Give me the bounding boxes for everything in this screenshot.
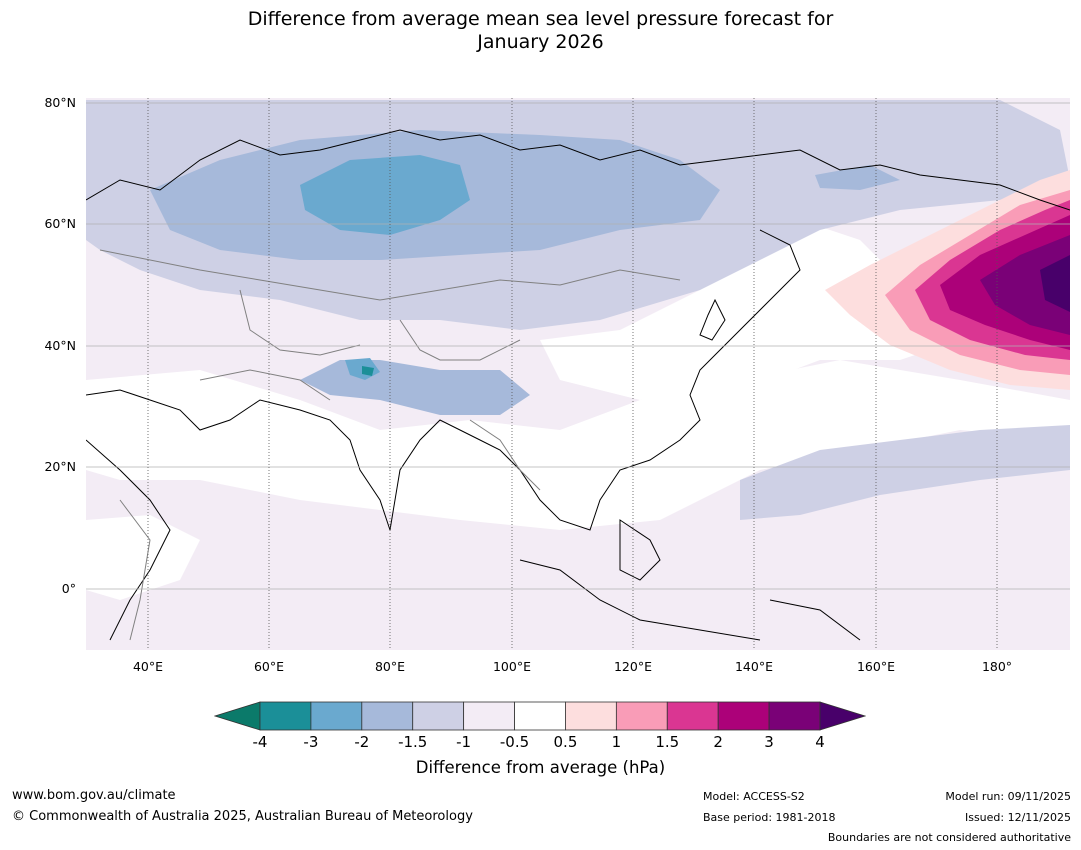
anomaly-band-near-normal-east <box>540 220 960 400</box>
country-borders <box>99 249 681 641</box>
coastlines <box>86 129 1070 641</box>
lat-label-40n: 40°N <box>44 338 76 353</box>
lon-label-60e: 60°E <box>253 659 285 674</box>
colorbar-tick-label: -0.5 <box>499 733 530 751</box>
lon-label-40e: 40°E <box>132 659 164 674</box>
anomaly-band-plus-4 <box>1040 255 1070 312</box>
colorbar-swatch <box>310 701 363 731</box>
colorbar-swatch <box>259 701 312 731</box>
lon-label-100e: 100°E <box>492 659 531 674</box>
colorbar-swatch <box>514 701 566 731</box>
colorbar-swatch <box>463 701 515 731</box>
anomaly-band-minus-1.5-east <box>815 165 900 190</box>
anomaly-band-minus-3-tibet <box>362 366 374 376</box>
colorbar-swatch <box>565 701 617 731</box>
lat-label-80n: 80°N <box>44 95 76 110</box>
colorbar-swatch <box>361 701 414 731</box>
map-title-line1: Difference from average mean sea level p… <box>247 8 834 30</box>
colorbar-swatch <box>666 701 719 731</box>
colorbar-tick-label: 4 <box>815 733 825 751</box>
colorbar-tick-label: 1 <box>611 733 622 751</box>
footer-disclaimer: Boundaries are not considered authoritat… <box>827 831 1071 844</box>
anomaly-band-plus-3 <box>980 235 1070 335</box>
map-title: Difference from average mean sea level p… <box>0 8 1081 54</box>
footer-model: Model: ACCESS-S2 <box>703 790 805 803</box>
colorbar-tick-label: 2 <box>713 733 723 751</box>
footer-base-period: Base period: 1981-2018 <box>703 811 836 824</box>
pressure-anomaly-map <box>86 98 1070 650</box>
footer-issued: Issued: 12/11/2025 <box>964 811 1071 824</box>
latitude-gridlines <box>86 102 1070 590</box>
colorbar-tick-label: -2 <box>354 733 370 751</box>
map-area: 80°N 60°N 40°N 20°N 0° 40°E 60°E 80°E 10… <box>44 95 1070 674</box>
lat-label-20n: 20°N <box>44 459 76 474</box>
footer-url[interactable]: www.bom.gov.au/climate <box>12 788 176 803</box>
lon-label-120e: 120°E <box>613 659 652 674</box>
colorbar-tick-label: 1.5 <box>655 733 680 751</box>
colorbar-tick-label: 3 <box>764 733 774 751</box>
colorbar-tick-label: 0.5 <box>553 733 578 751</box>
lon-label-80e: 80°E <box>374 659 406 674</box>
colorbar-tick-label: -1 <box>456 733 472 751</box>
anomaly-band-minus-2-core <box>300 155 470 235</box>
lat-label-0: 0° <box>61 581 76 596</box>
footer-model-run: Model run: 09/11/2025 <box>945 790 1071 803</box>
colorbar-tick-label: -4 <box>252 733 268 751</box>
colorbar-swatch <box>768 701 821 731</box>
footer-copyright: © Commonwealth of Australia 2025, Austra… <box>12 809 473 824</box>
longitude-gridlines <box>147 98 998 650</box>
colorbar-extend-low <box>214 701 261 731</box>
lon-label-140e: 140°E <box>734 659 773 674</box>
lat-label-60n: 60°N <box>44 216 76 231</box>
colorbar-swatch <box>717 701 770 731</box>
lon-label-160e: 160°E <box>856 659 895 674</box>
lon-label-180: 180° <box>981 659 1013 674</box>
colorbar-swatch <box>615 701 668 731</box>
colorbar-swatch <box>412 701 465 731</box>
anomaly-band-minus-1-pacific <box>740 425 1070 520</box>
colorbar-tick-label: -1.5 <box>398 733 428 751</box>
anomaly-band-near-normal-africa <box>86 515 200 600</box>
colorbar-extend-high <box>819 701 866 731</box>
colorbar-title: Difference from average (hPa) <box>415 758 666 777</box>
map-title-line2: January 2026 <box>477 31 604 53</box>
anomaly-band-near-normal <box>86 360 1070 530</box>
colorbar-tick-label: -3 <box>303 733 319 751</box>
colorbar <box>214 701 866 731</box>
